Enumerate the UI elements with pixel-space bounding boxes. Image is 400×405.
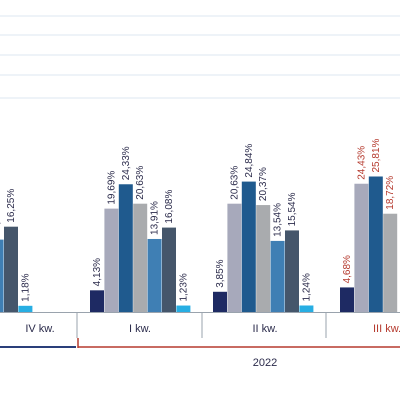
- data-label-1-0: 4,13%: [92, 258, 103, 286]
- bar-1-5: [162, 227, 176, 312]
- data-label-1-4: 13,91%: [150, 201, 161, 235]
- bar-2-5: [285, 230, 299, 312]
- category-label-1: I kw.: [129, 323, 151, 335]
- data-label-2-1: 20,63%: [229, 166, 240, 200]
- data-label-1-3: 20,63%: [135, 166, 146, 200]
- bar-1-6: [176, 305, 191, 312]
- bar-1-0: [90, 290, 104, 312]
- bar-2-0: [213, 291, 227, 312]
- data-label-2-5: 15,54%: [287, 192, 298, 226]
- bar-1-2: [118, 184, 133, 312]
- category-label-3: III kw.: [373, 323, 400, 335]
- bar-2-4: [270, 240, 285, 312]
- bar-1-4: [147, 238, 162, 312]
- category-label-2: II kw.: [252, 323, 277, 335]
- bar-2-2: [241, 181, 256, 312]
- bar-0-5: [4, 226, 18, 312]
- bar-2-1: [227, 203, 242, 312]
- data-label-3-0: 4,68%: [342, 255, 353, 283]
- data-label-0-4: 13,79%: [0, 202, 3, 236]
- data-label-1-2: 24,33%: [121, 146, 132, 180]
- bar-1-1: [104, 208, 119, 312]
- bar-1-3: [133, 203, 148, 312]
- data-label-3-3: 18,72%: [385, 176, 396, 210]
- bar-0-6: [18, 305, 33, 312]
- data-label-0-6: 1,18%: [20, 273, 31, 301]
- data-label-2-3: 20,37%: [258, 167, 269, 201]
- data-label-0-5: 16,25%: [6, 189, 17, 223]
- data-label-2-2: 24,84%: [244, 144, 255, 178]
- year-label: 2022: [253, 357, 277, 369]
- data-label-2-0: 3,85%: [215, 259, 226, 287]
- bar-2-6: [299, 305, 314, 312]
- bar-3-0: [340, 287, 354, 312]
- category-label-0: IV kw.: [25, 323, 54, 335]
- data-label-3-1: 24,43%: [356, 146, 367, 180]
- data-label-3-2: 25,81%: [371, 138, 382, 172]
- data-label-1-6: 1,23%: [178, 273, 189, 301]
- data-label-1-1: 19,69%: [106, 171, 117, 205]
- data-label-1-5: 16,08%: [164, 190, 175, 224]
- bar-2-3: [256, 205, 271, 312]
- bar-0-4: [0, 239, 4, 312]
- bar-3-1: [354, 183, 369, 312]
- data-label-2-6: 1,24%: [301, 273, 312, 301]
- bar-3-3: [383, 213, 398, 312]
- bar-3-2: [368, 176, 383, 312]
- data-label-2-4: 13,54%: [273, 203, 284, 237]
